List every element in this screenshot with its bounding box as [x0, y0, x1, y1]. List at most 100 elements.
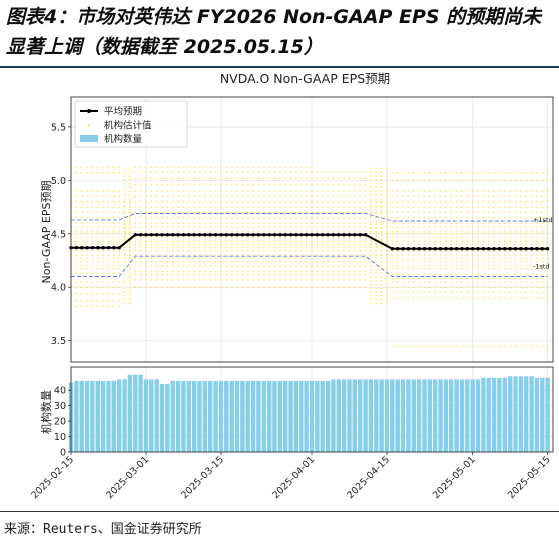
estimate-point [246, 206, 249, 209]
estimate-point [466, 172, 469, 174]
estimate-point [348, 264, 351, 267]
estimate-point [107, 237, 110, 239]
estimate-point [375, 220, 378, 222]
estimate-point [241, 270, 244, 273]
estimate-point [123, 222, 126, 225]
mean-point [444, 247, 448, 251]
estimate-point [455, 190, 458, 192]
estimate-point [327, 243, 329, 246]
estimate-point [220, 286, 222, 289]
estimate-point [364, 170, 367, 173]
mean-point [246, 233, 250, 237]
estimate-point [177, 260, 180, 263]
estimate-point [139, 226, 142, 229]
estimate-point [289, 222, 292, 225]
estimate-point [225, 278, 228, 281]
legend-estimate-swatch [87, 123, 91, 127]
estimate-point [370, 201, 372, 204]
estimate-point [230, 250, 233, 252]
estimate-point [166, 254, 169, 256]
estimate-point [112, 216, 115, 219]
estimate-point [332, 254, 335, 256]
estimate-point [353, 216, 356, 219]
estimate-point [332, 190, 335, 192]
estimate-point [477, 179, 479, 182]
estimate-point [289, 226, 292, 229]
estimate-point [471, 195, 474, 198]
estimate-point [353, 200, 356, 203]
estimate-point [289, 246, 292, 249]
estimate-point [134, 237, 137, 239]
estimate-point [80, 292, 83, 295]
estimate-point [321, 278, 324, 281]
estimate-point [487, 260, 490, 263]
estimate-point [471, 281, 474, 283]
estimate-point [407, 297, 410, 299]
estimate-point [91, 254, 94, 256]
estimate-point [155, 260, 158, 263]
count-bar [518, 376, 524, 452]
estimate-point [311, 273, 313, 276]
estimate-point [134, 273, 137, 276]
estimate-point [123, 193, 126, 196]
mean-point [412, 247, 416, 251]
estimate-point [455, 179, 458, 182]
estimate-point [428, 345, 431, 347]
estimate-point [118, 230, 121, 233]
estimate-point [252, 190, 255, 192]
mean-point [428, 247, 432, 251]
estimate-point [482, 226, 485, 229]
estimate-point [300, 170, 303, 173]
estimate-point [407, 257, 410, 260]
estimate-point [439, 264, 442, 267]
estimate-point [530, 195, 533, 198]
estimate-point [123, 276, 126, 278]
legend-count-swatch [80, 135, 98, 142]
estimate-point [487, 277, 490, 280]
estimate-point [241, 254, 244, 256]
estimate-point [129, 220, 131, 222]
estimate-point [86, 243, 88, 246]
estimate-point [214, 183, 217, 186]
estimate-point [536, 281, 538, 283]
estimate-point [262, 222, 265, 225]
estimate-point [155, 286, 158, 289]
estimate-point [386, 197, 388, 200]
mean-point [471, 247, 475, 251]
estimate-point [316, 183, 319, 186]
estimate-point [525, 243, 528, 246]
estimate-point [214, 222, 217, 225]
estimate-point [166, 260, 169, 263]
estimate-point [364, 286, 367, 289]
estimate-point [316, 257, 319, 260]
estimate-point [96, 243, 99, 246]
estimate-point [364, 195, 367, 198]
estimate-point [305, 190, 308, 192]
estimate-point [461, 273, 463, 276]
count-bar [475, 379, 481, 452]
estimate-point [439, 232, 442, 235]
estimate-point [198, 206, 201, 209]
estimate-point [236, 237, 238, 239]
estimate-point [252, 278, 255, 281]
estimate-point [386, 264, 388, 267]
estimate-point [455, 254, 458, 256]
estimate-point [107, 254, 110, 256]
estimate-point [268, 237, 271, 239]
estimate-point [380, 287, 383, 290]
estimate-point [86, 166, 88, 169]
estimate-point [161, 237, 163, 239]
estimate-point [380, 212, 383, 215]
mean-point [540, 247, 544, 251]
estimate-point [434, 190, 437, 192]
estimate-point [102, 200, 104, 203]
estimate-point [412, 206, 415, 209]
estimate-point [241, 166, 244, 169]
estimate-point [536, 190, 538, 192]
estimate-point [466, 260, 469, 263]
estimate-point [364, 250, 367, 252]
estimate-point [402, 216, 404, 219]
estimate-point [145, 216, 147, 219]
estimate-point [75, 172, 78, 174]
estimate-point [262, 270, 265, 273]
